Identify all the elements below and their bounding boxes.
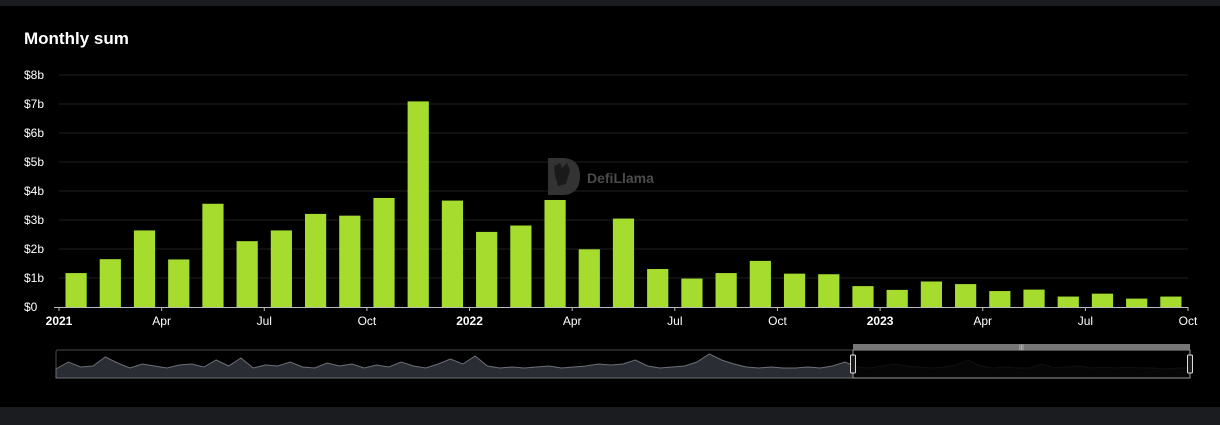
- y-tick-label: $2b: [24, 242, 44, 256]
- bar-2023-03[interactable]: [955, 284, 977, 307]
- bar-2022-11[interactable]: [818, 274, 840, 307]
- y-tick-label: $4b: [24, 184, 44, 198]
- bar-2021-01[interactable]: [65, 273, 87, 307]
- bar-2022-06[interactable]: [647, 269, 669, 307]
- range-selected-window[interactable]: [852, 349, 1191, 379]
- bar-2021-08[interactable]: [304, 213, 327, 307]
- y-tick-label: $5b: [24, 155, 44, 169]
- x-tick-label: Apr: [563, 314, 582, 328]
- bar-2023-02[interactable]: [920, 281, 943, 307]
- bar-2022-08[interactable]: [715, 273, 737, 307]
- range-handle-right[interactable]: [1187, 354, 1193, 374]
- x-tick-label: Oct: [358, 314, 377, 328]
- range-drag-grip-icon: |||: [1019, 345, 1024, 351]
- bar-2022-01[interactable]: [476, 231, 498, 307]
- bar-2022-02[interactable]: [510, 225, 532, 307]
- range-drag-bar[interactable]: [853, 344, 1190, 350]
- bar-2022-07[interactable]: [681, 278, 703, 307]
- bar-2021-03[interactable]: [133, 230, 156, 307]
- x-axis-ticks: 2021 Apr Jul Oct 2022 Apr Jul Oct 2023 Apr Jul Oct: [46, 307, 1198, 328]
- grid-lines: [59, 74, 1188, 279]
- bar-2023-05[interactable]: [1023, 289, 1045, 307]
- x-tick-label: Apr: [152, 314, 171, 328]
- bar-2022-12[interactable]: [852, 286, 874, 307]
- bar-2021-04[interactable]: [168, 259, 190, 307]
- x-tick-label: 2022: [456, 314, 483, 328]
- watermark: DefiLlama: [548, 158, 654, 195]
- y-tick-label: $1b: [24, 271, 44, 285]
- x-tick-label: Oct: [1179, 314, 1198, 328]
- bar-2021-12[interactable]: [441, 200, 464, 307]
- y-tick-label: $0: [24, 300, 38, 314]
- bar-2021-07[interactable]: [270, 230, 292, 307]
- bar-2021-09[interactable]: [339, 215, 361, 307]
- chart-title: Monthly sum: [24, 29, 129, 48]
- y-axis-ticks: $0 $1b $2b $3b $4b $5b $6b $7b $8b: [24, 68, 44, 314]
- x-tick-label: Apr: [973, 314, 992, 328]
- y-tick-label: $3b: [24, 213, 44, 227]
- x-tick-label: Oct: [768, 314, 787, 328]
- y-tick-label: $8b: [24, 68, 44, 82]
- range-selector[interactable]: |||: [55, 344, 1193, 379]
- x-tick-label: Jul: [667, 314, 682, 328]
- x-tick-label: 2023: [867, 314, 894, 328]
- x-tick-label: Jul: [257, 314, 272, 328]
- bar-2023-06[interactable]: [1057, 296, 1079, 307]
- bar-2022-05[interactable]: [612, 218, 635, 307]
- x-tick-label: 2021: [46, 314, 73, 328]
- bar-2022-03[interactable]: [544, 199, 566, 307]
- x-tick-label: Jul: [1078, 314, 1093, 328]
- bar-2023-04[interactable]: [989, 291, 1011, 307]
- watermark-text: DefiLlama: [587, 170, 654, 186]
- bar-2021-02[interactable]: [99, 259, 121, 307]
- bar-2023-08[interactable]: [1126, 298, 1148, 307]
- defillama-logo-icon: [548, 158, 580, 195]
- bar-2022-04[interactable]: [578, 249, 600, 307]
- bar-2021-11[interactable]: [407, 101, 429, 307]
- bar-2022-10[interactable]: [783, 273, 806, 307]
- bar-2021-06[interactable]: [236, 241, 258, 307]
- top-strip: [0, 0, 1220, 6]
- bar-2022-09[interactable]: [749, 260, 771, 307]
- bar-2023-09[interactable]: [1160, 296, 1182, 307]
- range-handle-left[interactable]: [850, 354, 856, 374]
- y-tick-label: $7b: [24, 97, 44, 111]
- bars: [65, 101, 1182, 307]
- bar-2021-10[interactable]: [373, 197, 395, 307]
- bottom-strip: [0, 407, 1220, 425]
- bar-2021-05[interactable]: [202, 203, 224, 307]
- y-tick-label: $6b: [24, 126, 44, 140]
- bar-2023-01[interactable]: [886, 289, 908, 307]
- bar-2023-07[interactable]: [1091, 293, 1114, 307]
